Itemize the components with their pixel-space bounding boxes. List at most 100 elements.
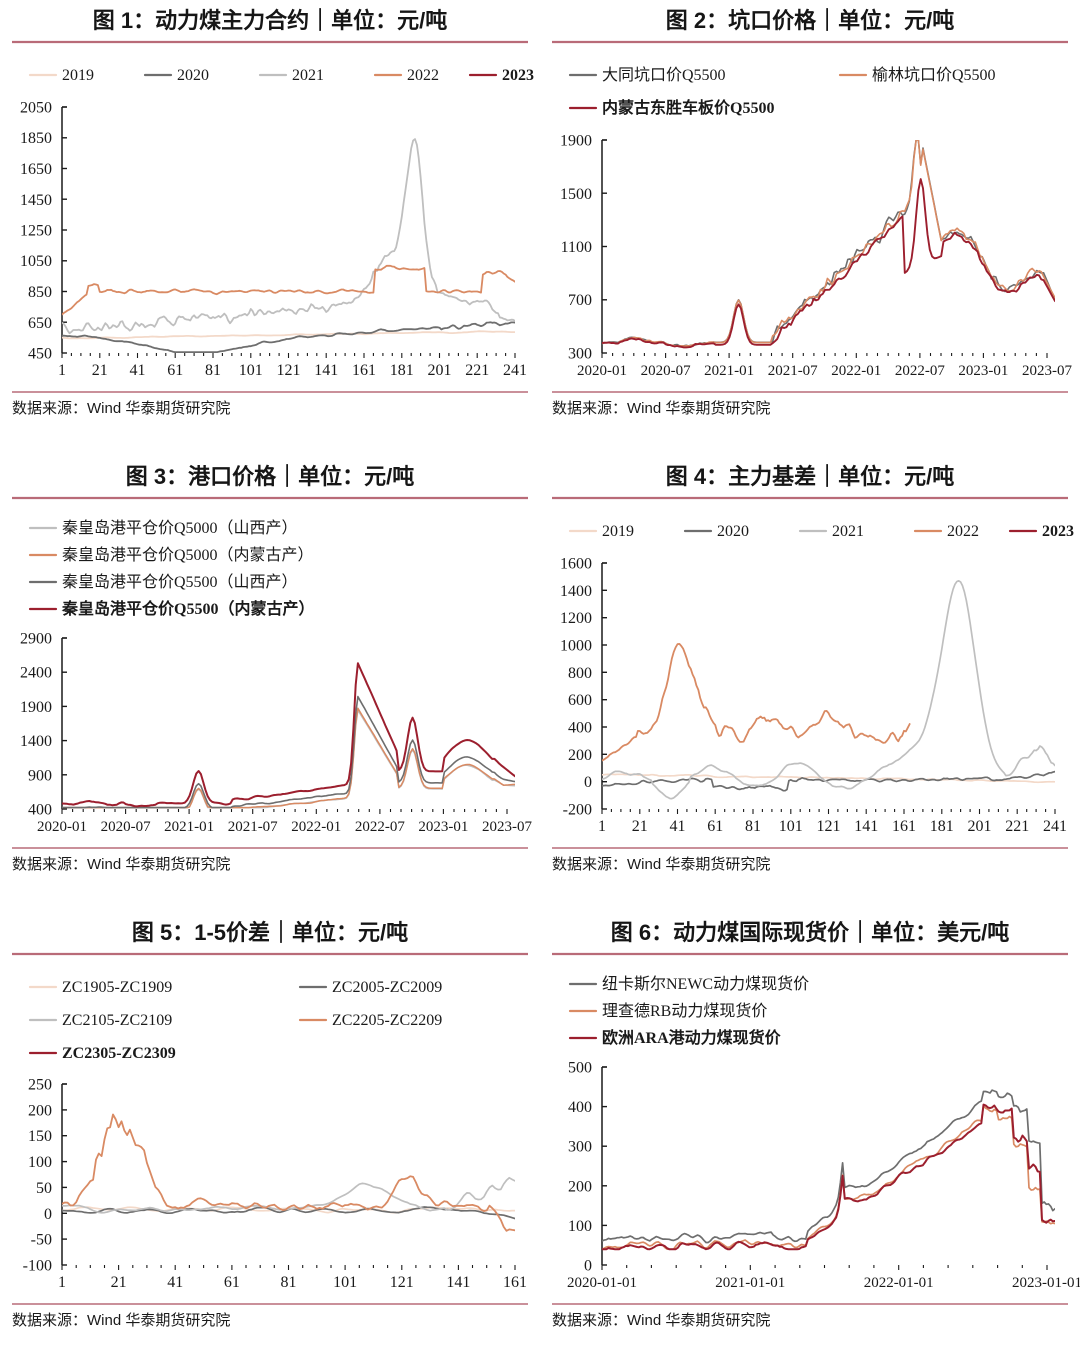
svg-text:1600: 1600 (560, 556, 592, 573)
svg-text:2021-07: 2021-07 (768, 363, 818, 379)
svg-text:数据来源：Wind 华泰期货研究院: 数据来源：Wind 华泰期货研究院 (552, 399, 770, 417)
svg-text:1400: 1400 (20, 733, 52, 750)
svg-text:101: 101 (239, 362, 263, 379)
svg-text:2022: 2022 (407, 67, 439, 84)
svg-text:2022-01: 2022-01 (831, 363, 881, 379)
svg-text:201: 201 (428, 362, 452, 379)
svg-text:2022-01-01: 2022-01-01 (864, 1275, 934, 1291)
svg-text:181: 181 (930, 818, 954, 835)
svg-text:ZC2205-ZC2209: ZC2205-ZC2209 (332, 1012, 442, 1029)
svg-text:121: 121 (390, 1274, 414, 1291)
svg-text:1850: 1850 (20, 130, 52, 147)
svg-text:2022: 2022 (947, 523, 979, 540)
svg-text:221: 221 (465, 362, 489, 379)
svg-text:21: 21 (632, 818, 648, 835)
svg-text:图 4：主力基差｜单位：元/吨: 图 4：主力基差｜单位：元/吨 (666, 464, 954, 489)
svg-text:2023-01: 2023-01 (418, 819, 468, 835)
svg-text:1900: 1900 (20, 699, 52, 716)
svg-text:800: 800 (568, 665, 592, 682)
svg-text:2022-01: 2022-01 (291, 819, 341, 835)
svg-text:-50: -50 (31, 1232, 52, 1249)
svg-text:2020: 2020 (717, 523, 749, 540)
svg-text:100: 100 (568, 1218, 592, 1235)
svg-text:1100: 1100 (561, 239, 592, 256)
svg-text:1050: 1050 (20, 253, 52, 270)
svg-text:2023-07: 2023-07 (1022, 363, 1072, 379)
svg-text:500: 500 (568, 1060, 592, 1077)
svg-text:ZC2305-ZC2309: ZC2305-ZC2309 (62, 1045, 176, 1062)
svg-text:2019: 2019 (602, 523, 634, 540)
svg-text:1650: 1650 (20, 161, 52, 178)
svg-text:1400: 1400 (560, 583, 592, 600)
svg-text:理查德RB动力煤现货价: 理查德RB动力煤现货价 (602, 1002, 767, 1020)
svg-text:0: 0 (584, 774, 592, 791)
svg-text:121: 121 (277, 362, 301, 379)
svg-text:300: 300 (568, 1139, 592, 1156)
svg-text:250: 250 (28, 1077, 52, 1094)
svg-text:2021-01-01: 2021-01-01 (715, 1275, 785, 1291)
svg-text:2020: 2020 (177, 67, 209, 84)
svg-text:61: 61 (224, 1274, 240, 1291)
svg-text:2022-07: 2022-07 (355, 819, 405, 835)
svg-text:榆林坑口价Q5500: 榆林坑口价Q5500 (872, 66, 996, 84)
svg-text:2400: 2400 (20, 665, 52, 682)
svg-text:181: 181 (390, 362, 414, 379)
svg-text:2022-07: 2022-07 (895, 363, 945, 379)
svg-text:图 3：港口价格｜单位：元/吨: 图 3：港口价格｜单位：元/吨 (126, 464, 414, 489)
svg-text:850: 850 (28, 284, 52, 301)
svg-text:大同坑口价Q5500: 大同坑口价Q5500 (602, 66, 726, 84)
svg-text:150: 150 (28, 1128, 52, 1145)
svg-text:221: 221 (1005, 818, 1029, 835)
svg-text:2019: 2019 (62, 67, 94, 84)
svg-text:秦皇岛港平仓价Q5000（山西产）: 秦皇岛港平仓价Q5000（山西产） (62, 519, 298, 537)
svg-text:1200: 1200 (560, 610, 592, 627)
svg-text:161: 161 (892, 818, 916, 835)
svg-text:ZC2005-ZC2009: ZC2005-ZC2009 (332, 979, 442, 996)
svg-text:ZC2105-ZC2109: ZC2105-ZC2109 (62, 1012, 172, 1029)
svg-text:欧洲ARA港动力煤现货价: 欧洲ARA港动力煤现货价 (602, 1028, 782, 1047)
svg-text:700: 700 (568, 292, 592, 309)
svg-text:数据来源：Wind 华泰期货研究院: 数据来源：Wind 华泰期货研究院 (12, 399, 230, 417)
svg-text:1450: 1450 (20, 192, 52, 209)
svg-text:200: 200 (568, 1178, 592, 1195)
svg-text:1900: 1900 (560, 133, 592, 150)
svg-text:2020-01-01: 2020-01-01 (567, 1275, 637, 1291)
svg-text:图 6：动力煤国际现货价｜单位：美元/吨: 图 6：动力煤国际现货价｜单位：美元/吨 (611, 920, 1009, 945)
svg-text:1: 1 (58, 362, 66, 379)
svg-text:400: 400 (568, 1099, 592, 1116)
svg-text:2021: 2021 (292, 67, 324, 84)
svg-text:-100: -100 (23, 1258, 52, 1275)
svg-text:-200: -200 (563, 802, 592, 819)
svg-text:200: 200 (28, 1102, 52, 1119)
svg-text:900: 900 (28, 767, 52, 784)
svg-text:2020-07: 2020-07 (641, 363, 691, 379)
svg-text:50: 50 (36, 1180, 52, 1197)
svg-text:数据来源：Wind 华泰期货研究院: 数据来源：Wind 华泰期货研究院 (552, 855, 770, 873)
svg-text:1000: 1000 (560, 638, 592, 655)
svg-text:2021: 2021 (832, 523, 864, 540)
svg-text:2021-01: 2021-01 (704, 363, 754, 379)
svg-text:2020-01: 2020-01 (37, 819, 87, 835)
svg-text:41: 41 (167, 1274, 183, 1291)
svg-text:2900: 2900 (20, 631, 52, 648)
svg-text:2020-07: 2020-07 (101, 819, 151, 835)
svg-text:0: 0 (584, 1258, 592, 1275)
svg-text:161: 161 (352, 362, 376, 379)
svg-text:数据来源：Wind 华泰期货研究院: 数据来源：Wind 华泰期货研究院 (12, 1311, 230, 1329)
svg-text:纽卡斯尔NEWC动力煤现货价: 纽卡斯尔NEWC动力煤现货价 (602, 975, 809, 993)
svg-text:81: 81 (745, 818, 761, 835)
svg-text:41: 41 (670, 818, 686, 835)
svg-text:图 5：1-5价差｜单位：元/吨: 图 5：1-5价差｜单位：元/吨 (132, 920, 408, 945)
svg-text:81: 81 (205, 362, 221, 379)
svg-text:400: 400 (28, 802, 52, 819)
svg-text:141: 141 (854, 818, 878, 835)
svg-text:2050: 2050 (20, 100, 52, 117)
svg-text:1250: 1250 (20, 223, 52, 240)
svg-text:秦皇岛港平仓价Q5500（内蒙古产）: 秦皇岛港平仓价Q5500（内蒙古产） (61, 599, 314, 618)
svg-text:1500: 1500 (560, 186, 592, 203)
svg-text:1: 1 (598, 818, 606, 835)
svg-text:图 2：坑口价格｜单位：元/吨: 图 2：坑口价格｜单位：元/吨 (666, 8, 954, 33)
svg-text:450: 450 (28, 346, 52, 363)
svg-text:2020-01: 2020-01 (577, 363, 627, 379)
svg-text:81: 81 (281, 1274, 297, 1291)
